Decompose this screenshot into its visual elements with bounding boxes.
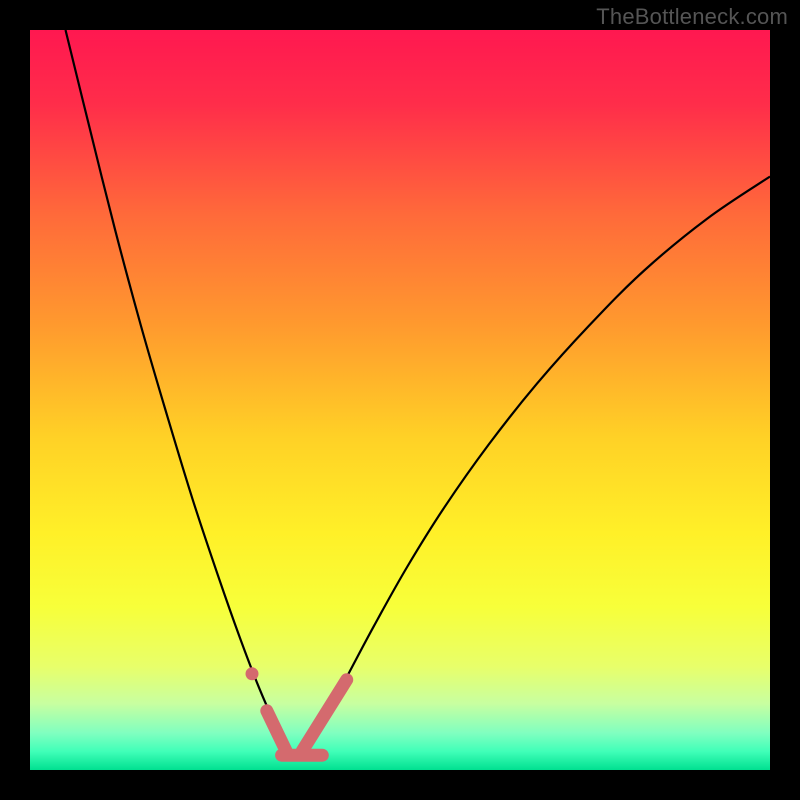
- bottleneck-chart: [0, 0, 800, 800]
- marker-dot-icon: [246, 667, 259, 680]
- watermark-text: TheBottleneck.com: [596, 4, 788, 30]
- chart-root: TheBottleneck.com: [0, 0, 800, 800]
- plot-area: [30, 30, 770, 770]
